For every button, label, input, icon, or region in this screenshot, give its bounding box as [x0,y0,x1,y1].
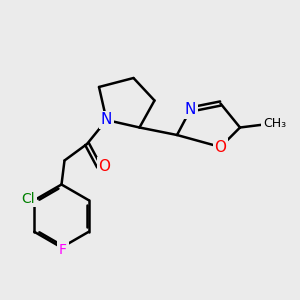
Text: Cl: Cl [21,192,35,206]
Text: N: N [101,112,112,128]
Text: F: F [59,243,67,257]
Text: CH₃: CH₃ [263,116,286,130]
Text: N: N [185,102,196,117]
Text: O: O [214,140,226,154]
Text: O: O [98,159,110,174]
